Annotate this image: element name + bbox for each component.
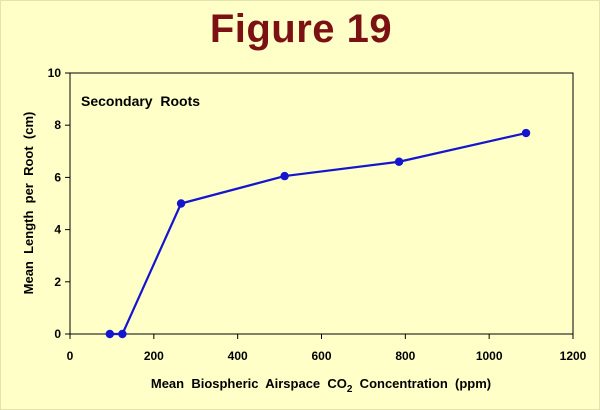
data-point: [521, 128, 531, 138]
data-point: [394, 157, 404, 166]
y-tick-label: 10: [48, 66, 62, 80]
x-axis-label-part-1: Mean Biospheric Airspace CO: [151, 376, 347, 391]
x-tick-label: 200: [144, 349, 164, 363]
y-tick-label: 2: [54, 275, 61, 289]
y-axis-label: Mean Length per Root (cm): [21, 112, 36, 295]
data-point: [176, 199, 186, 208]
data-point: [280, 171, 289, 181]
x-axis-ticks: 0 200 400 600 800 1000 1200: [67, 334, 587, 363]
y-tick-label: 8: [54, 118, 61, 132]
x-tick-label: 1200: [560, 349, 587, 363]
x-tick-label: 600: [311, 349, 331, 363]
plot-area-frame: [69, 72, 574, 335]
y-tick-label: 6: [54, 170, 61, 184]
series-line: [109, 131, 527, 336]
y-axis-ticks: 0 2 4 6 8 10: [48, 66, 70, 341]
x-axis-label-part-2: Concentration (ppm): [352, 376, 491, 391]
y-tick-label: 0: [54, 327, 61, 341]
x-tick-label: 1000: [476, 349, 503, 363]
panel-annotation: Secondary Roots: [81, 93, 200, 109]
x-axis-label: Mean Biospheric Airspace CO2 Concentrati…: [151, 376, 491, 395]
x-tick-label: 800: [395, 349, 415, 363]
y-tick-label: 4: [54, 223, 61, 237]
x-tick-label: 400: [228, 349, 248, 363]
x-axis-label-subscript: 2: [347, 384, 353, 395]
x-tick-label: 0: [67, 349, 74, 363]
data-point: [118, 329, 127, 339]
data-series: [105, 128, 531, 339]
data-point: [105, 329, 115, 339]
figure-title: Figure 19: [209, 7, 393, 51]
